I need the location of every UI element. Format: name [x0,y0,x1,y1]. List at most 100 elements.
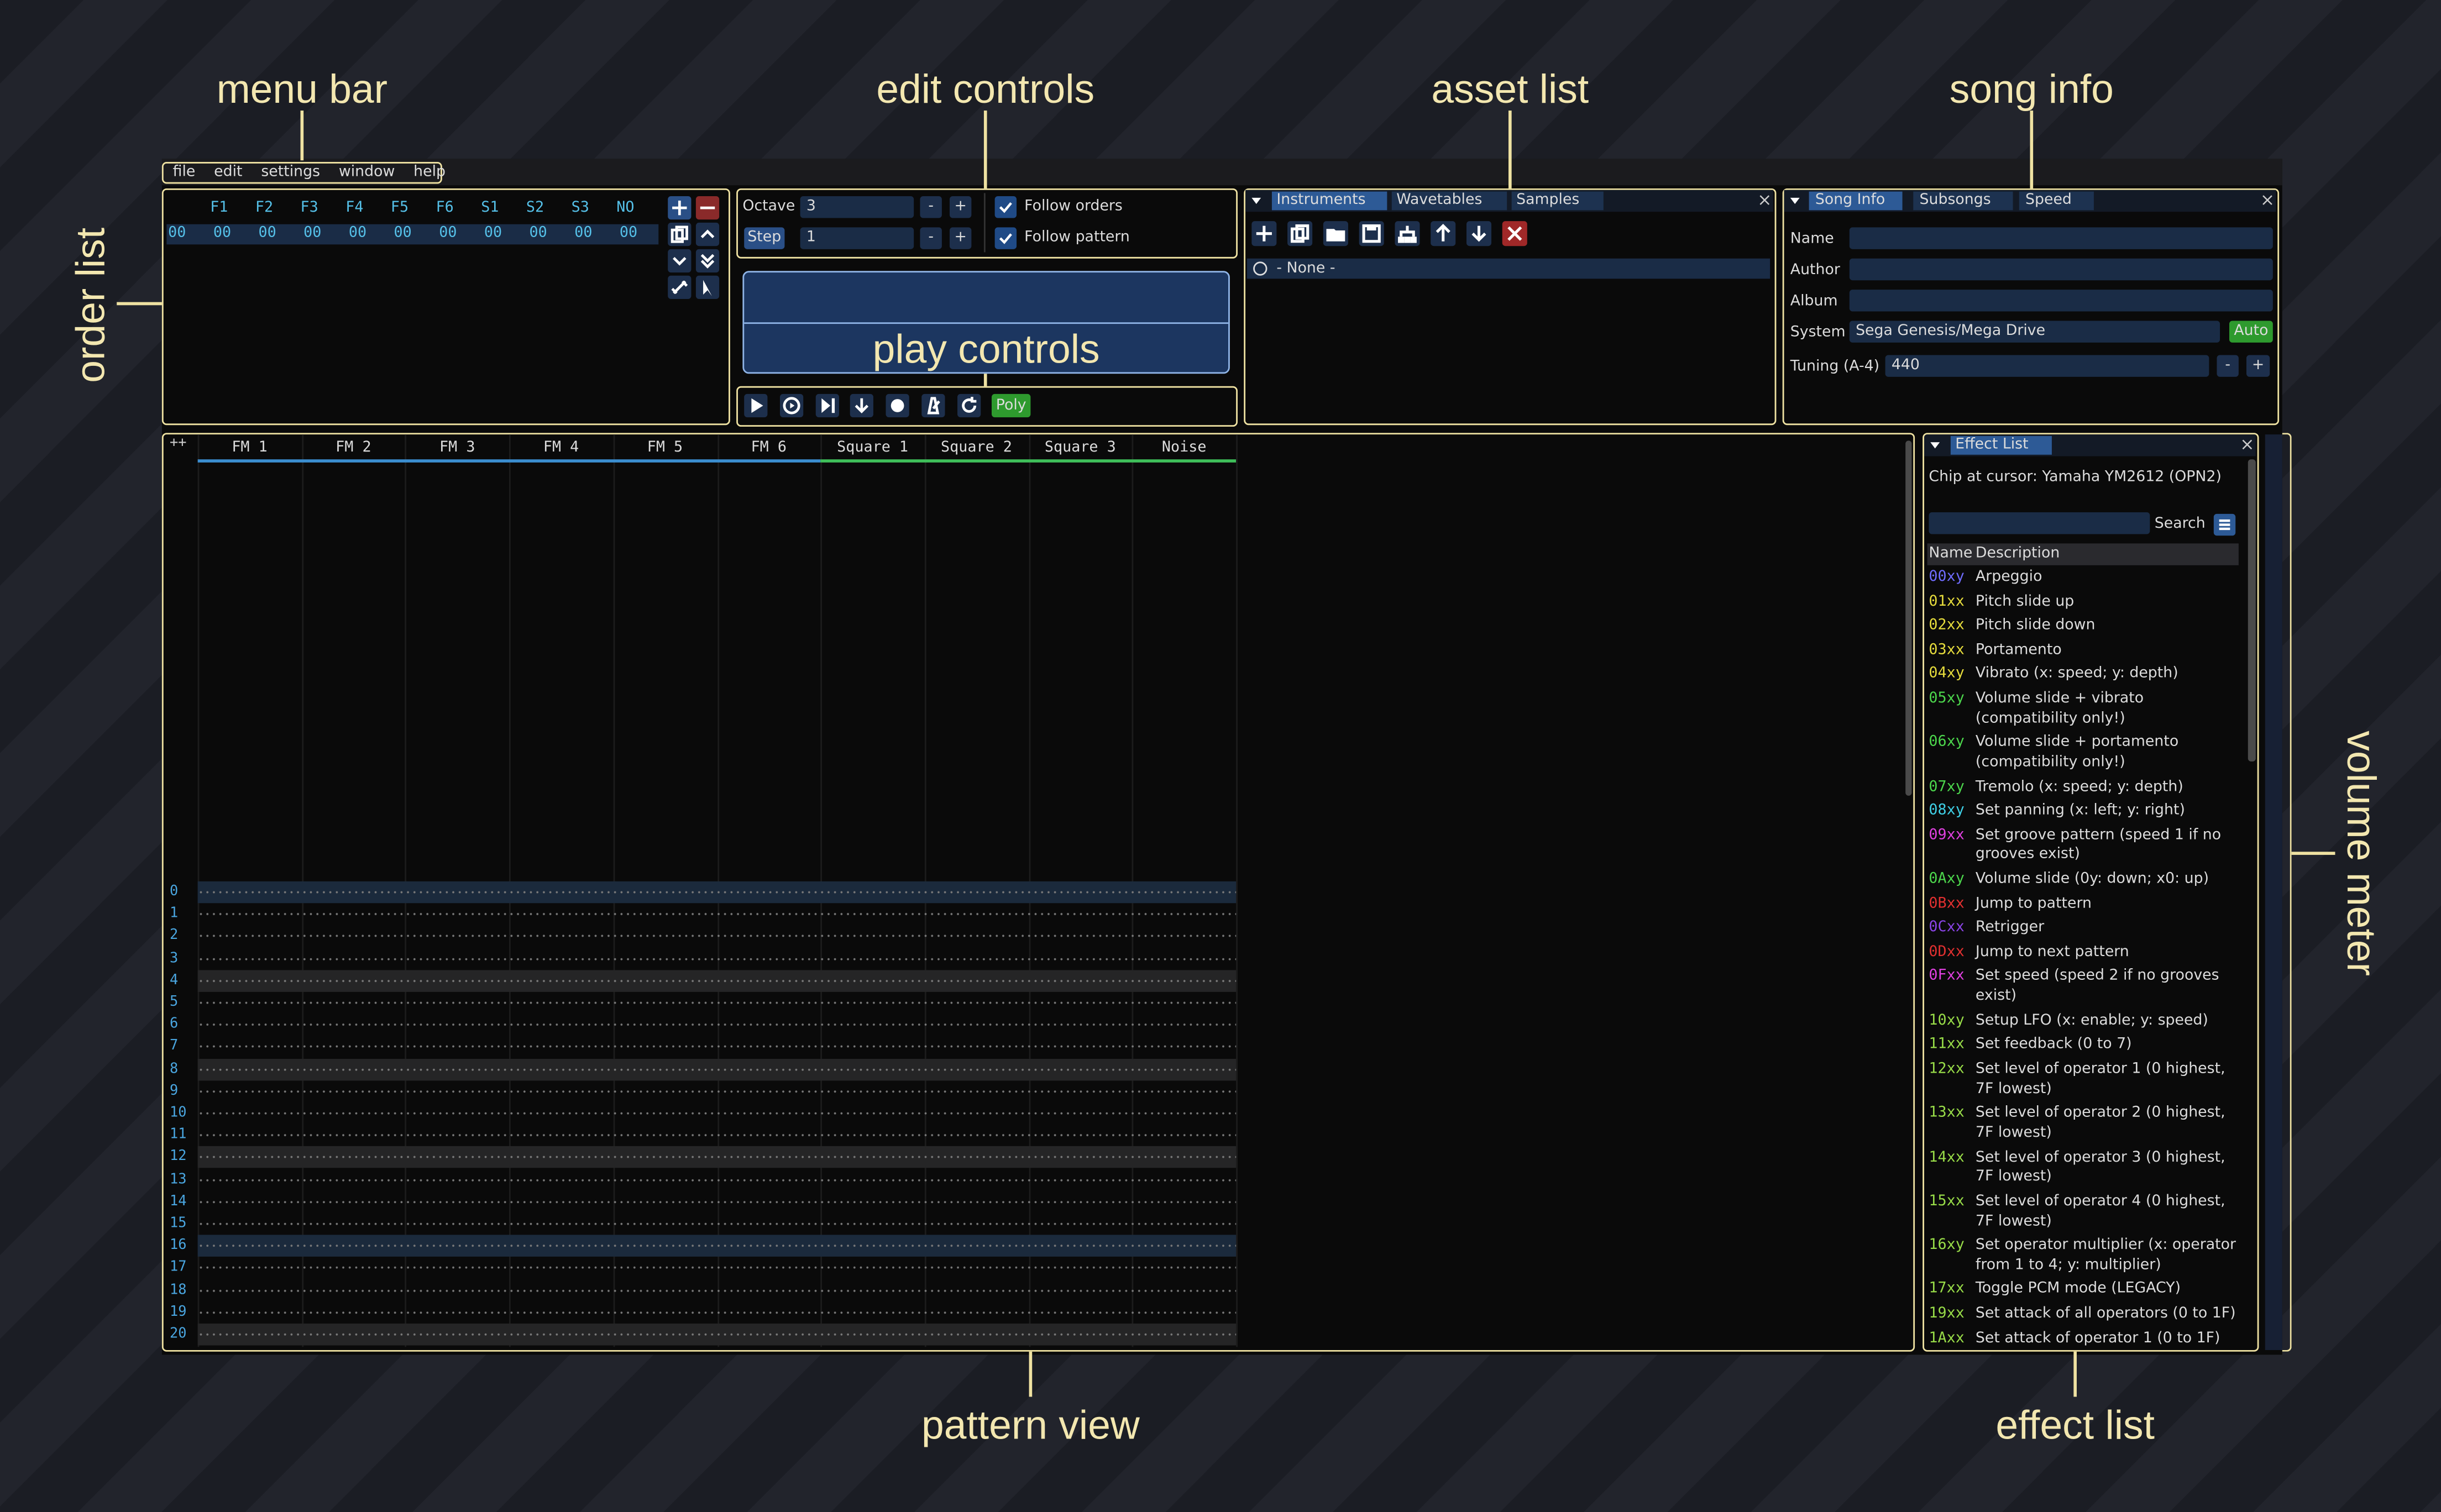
auto-button[interactable]: Auto [2229,321,2273,343]
effect-code[interactable]: 05xy [1929,690,1965,707]
effect-code[interactable]: 0Fxx [1929,967,1965,985]
transport-button[interactable] [957,393,981,418]
order-cell[interactable]: 00 [303,224,322,242]
channel-header[interactable]: FM 2 [336,439,371,456]
minus-button[interactable]: - [920,196,942,218]
effect-code[interactable]: 17xx [1929,1280,1965,1298]
order-cell[interactable]: 00 [348,224,367,242]
asset-tab[interactable]: Wavetables [1391,191,1507,211]
effect-code[interactable]: 13xx [1929,1104,1965,1122]
transport-button[interactable] [815,393,839,418]
asset-toolbar-button[interactable] [1359,221,1384,246]
channel-header[interactable]: Square 1 [837,439,909,456]
asset-item[interactable]: - None - [1276,260,1335,277]
asset-toolbar-button[interactable] [1502,221,1527,246]
close-button[interactable] [1758,193,1772,207]
order-button[interactable] [695,222,720,246]
channel-header[interactable]: FM 1 [232,439,268,456]
effect-code[interactable]: 0Axy [1929,870,1965,888]
song-info-tab[interactable]: Subsongs [1913,191,2013,211]
plus-button[interactable]: + [949,196,972,218]
song-info-tab[interactable]: Speed [2019,191,2094,211]
asset-toolbar-button[interactable] [1395,221,1420,246]
channel-header[interactable]: Square 3 [1044,439,1116,456]
asset-tab[interactable]: Instruments [1271,191,1387,211]
asset-tab[interactable]: Samples [1511,191,1604,211]
plus-button[interactable]: + [2246,355,2270,377]
effect-code[interactable]: 12xx [1929,1060,1965,1078]
order-cell[interactable]: 00 [529,224,547,242]
order-cell[interactable]: 00 [394,224,412,242]
effect-code[interactable]: 19xx [1929,1305,1965,1322]
effect-code[interactable]: 06xy [1929,733,1965,751]
tuning-input[interactable]: 440 [1885,355,2209,377]
channel-header[interactable]: Square 2 [941,439,1012,456]
effect-code[interactable]: 1Axx [1929,1329,1965,1347]
step-button[interactable]: Step [744,227,785,249]
channel-header[interactable]: FM 5 [647,439,683,456]
menu-item[interactable]: settings [261,163,321,181]
transport-button[interactable] [886,393,910,418]
transport-button[interactable] [744,393,768,418]
asset-toolbar-button[interactable] [1323,221,1348,246]
channel-header[interactable]: FM 4 [543,439,579,456]
effect-code[interactable]: 10xy [1929,1011,1965,1029]
effect-code[interactable]: 14xx [1929,1148,1965,1166]
system-input[interactable]: Sega Genesis/Mega Drive [1849,321,2220,343]
poly-button[interactable]: Poly [992,393,1031,418]
asset-toolbar-button[interactable] [1251,221,1277,246]
effect-code[interactable]: 15xx [1929,1192,1965,1210]
order-button[interactable] [668,222,692,246]
transport-button[interactable] [921,393,945,418]
effect-code[interactable]: 0Dxx [1929,943,1965,961]
follow-orders-checkbox[interactable] [994,196,1017,218]
order-button[interactable] [695,275,720,300]
effect-code[interactable]: 16xy [1929,1236,1965,1254]
order-cell[interactable]: 00 [258,224,276,242]
text-input[interactable] [1849,227,2273,249]
follow-pattern-checkbox[interactable] [994,227,1017,249]
minus-button[interactable]: - [920,227,942,249]
order-cell[interactable]: 00 [213,224,232,242]
channel-header[interactable]: FM 6 [751,439,787,456]
order-button[interactable] [668,196,692,220]
text-input[interactable] [1849,258,2273,281]
collapse-arrow[interactable] [1789,195,1801,207]
effect-code[interactable]: 01xx [1929,592,1965,610]
order-button[interactable] [695,196,720,220]
effect-code[interactable]: 00xy [1929,568,1965,586]
transport-button[interactable] [850,393,874,418]
asset-toolbar-button[interactable] [1466,221,1492,246]
minus-button[interactable]: - [2217,355,2239,377]
collapse-arrow[interactable] [1929,439,1941,452]
order-cell[interactable]: 00 [574,224,593,242]
effect-code[interactable]: 02xx [1929,617,1965,634]
close-button[interactable] [2260,193,2274,207]
octave-input[interactable]: 3 [800,196,914,218]
order-button[interactable] [695,249,720,273]
asset-toolbar-button[interactable] [1431,221,1456,246]
order-button[interactable] [668,275,692,300]
collapse-arrow[interactable] [1250,195,1263,207]
asset-toolbar-button[interactable] [1287,221,1313,246]
effect-code[interactable]: 09xx [1929,826,1965,844]
effect-code[interactable]: 03xx [1929,641,1965,659]
effect-code[interactable]: 04xy [1929,665,1965,683]
search-input[interactable] [1929,512,2150,534]
order-cell[interactable]: 00 [484,224,502,242]
corner-button[interactable]: ++ [169,435,187,452]
transport-button[interactable] [779,393,803,418]
menu-item[interactable]: edit [214,163,243,181]
order-button[interactable] [668,249,692,273]
channel-header[interactable]: Noise [1161,439,1207,456]
effect-code[interactable]: 0Cxx [1929,919,1965,937]
menu-item[interactable]: file [172,163,196,181]
order-cell[interactable]: 00 [439,224,457,242]
order-cell[interactable]: 00 [619,224,638,242]
song-info-tab[interactable]: Song Info [1809,191,1903,211]
plus-button[interactable]: + [949,227,972,249]
effect-list-tab[interactable]: Effect List [1950,435,2052,455]
menu-button[interactable] [2213,513,2236,536]
step-input[interactable]: 1 [800,227,914,249]
menu-item[interactable]: help [413,163,446,181]
